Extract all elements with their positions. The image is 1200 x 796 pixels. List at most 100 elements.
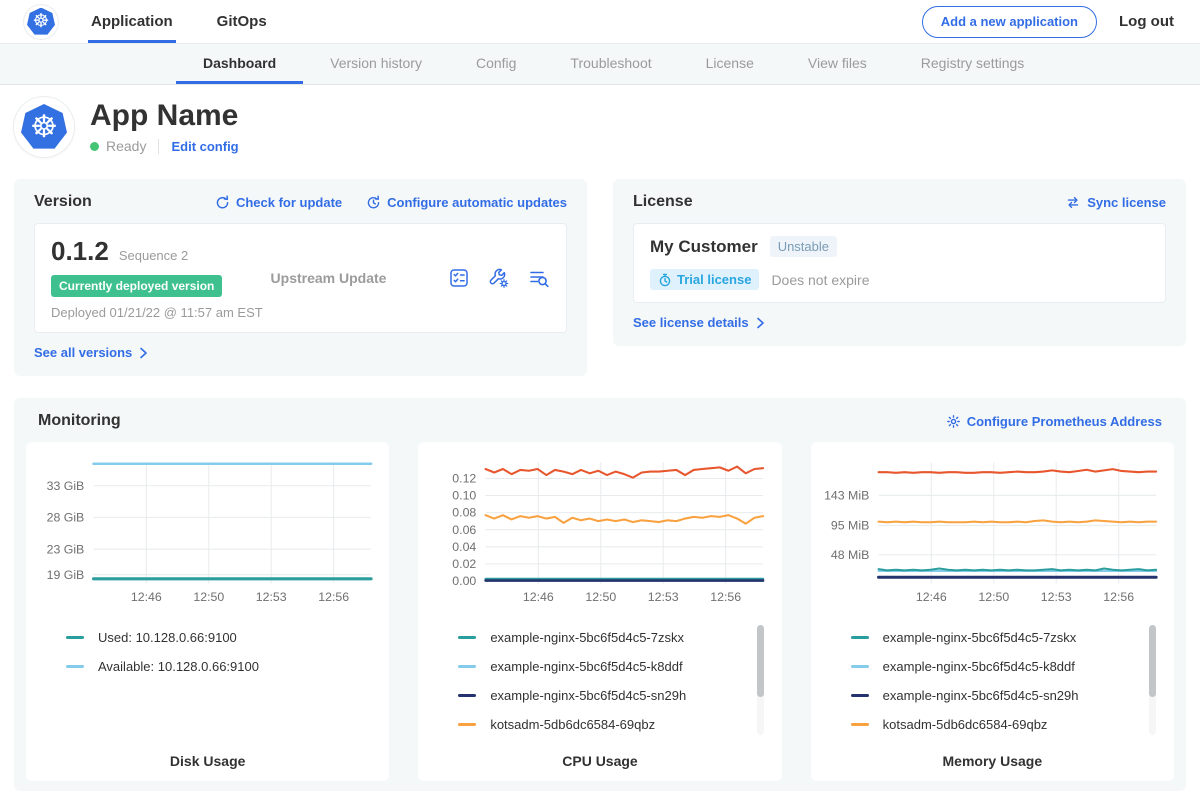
version-sequence: Sequence 2	[118, 248, 189, 263]
legend-swatch-icon	[850, 694, 869, 698]
configure-automatic-updates-link[interactable]: Configure automatic updates	[366, 195, 567, 210]
subnav-tab-dashboard[interactable]: Dashboard	[176, 44, 304, 84]
svg-text:33 GiB: 33 GiB	[47, 479, 85, 493]
legend-swatch-icon	[458, 636, 477, 640]
license-card-title: License	[633, 193, 693, 210]
legend-label: example-nginx-5bc6f5d4c5-k8ddf	[882, 659, 1075, 675]
svg-text:19 GiB: 19 GiB	[47, 568, 85, 582]
deployed-timestamp: Deployed 01/21/22 @ 11:57 am EST	[51, 305, 263, 320]
update-type-label: Upstream Update	[270, 270, 387, 286]
subnav-tab-license[interactable]: License	[705, 54, 754, 71]
top-nav: ☸ Application GitOps Add a new applicati…	[0, 0, 1200, 44]
version-card-title: Version	[34, 193, 92, 210]
app-subnav: Dashboard Version history Config Trouble…	[0, 44, 1200, 85]
license-details-card: My Customer Unstable Trial license Does …	[633, 223, 1166, 303]
see-all-versions-link[interactable]: See all versions	[34, 345, 148, 360]
legend-item: example-nginx-5bc6f5d4c5-sn29h	[458, 681, 771, 710]
edit-config-link[interactable]: Edit config	[171, 138, 239, 154]
charts-row: 12:46 12:50 12:53 12:56 33 GiB 28 GiB 23 GiB 19…	[26, 442, 1174, 782]
memory-usage-chart-card: 12:46 12:50 12:53 12:56 143 MiB 95 MiB 48 MiB …	[810, 442, 1174, 782]
deployed-badge: Currently deployed version	[51, 275, 223, 297]
sync-license-link[interactable]: Sync license	[1065, 195, 1166, 210]
channel-badge: Unstable	[769, 236, 837, 257]
legend-scrollbar-thumb[interactable]	[1148, 625, 1156, 698]
subnav-tab-config[interactable]: Config	[475, 54, 517, 71]
license-card: License Sync license My Customer Unstabl…	[613, 179, 1186, 346]
cpu-usage-legend: example-nginx-5bc6f5d4c5-7zskx example-ng…	[428, 623, 771, 741]
cards-row: Version Check for update Configure autom…	[0, 171, 1200, 376]
refresh-icon	[216, 194, 229, 208]
monitoring-title: Monitoring	[38, 412, 121, 429]
svg-text:0.06: 0.06	[453, 523, 477, 537]
memory-usage-legend: example-nginx-5bc6f5d4c5-7zskx example-ng…	[821, 623, 1164, 741]
legend-swatch-icon	[850, 723, 869, 727]
legend-item: example-nginx-5bc6f5d4c5-7zskx	[458, 623, 771, 652]
legend-item: example-nginx-5bc6f5d4c5-k8ddf	[458, 652, 771, 681]
svg-text:12:53: 12:53	[256, 590, 287, 604]
legend-swatch-icon	[458, 665, 477, 669]
preflight-checklist-icon[interactable]	[448, 267, 470, 289]
auto-update-clock-icon	[367, 195, 380, 208]
legend-swatch-icon	[458, 723, 477, 727]
legend-swatch-icon	[458, 694, 477, 698]
view-logs-icon[interactable]	[528, 267, 550, 289]
monitoring-panel: Monitoring Configure Prometheus Address …	[14, 398, 1186, 792]
chart-title: CPU Usage	[562, 753, 638, 770]
divider	[158, 138, 160, 154]
legend-item: example-nginx-5bc6f5d4c5-sn29h	[850, 681, 1164, 710]
tab-gitops[interactable]: GitOps	[216, 13, 267, 30]
svg-text:28 GiB: 28 GiB	[47, 511, 85, 525]
page-title: App Name	[90, 98, 239, 132]
svg-text:0.02: 0.02	[453, 557, 477, 571]
subnav-tab-registry-settings[interactable]: Registry settings	[920, 54, 1025, 71]
version-number: 0.1.2	[51, 236, 109, 266]
sync-icon	[1068, 196, 1079, 208]
gear-icon	[946, 414, 960, 428]
subnav-tab-view-files[interactable]: View files	[807, 54, 867, 71]
app-header: ☸ App Name Ready Edit config	[0, 85, 1200, 171]
status-dot	[90, 141, 99, 151]
svg-text:0.04: 0.04	[453, 540, 477, 554]
cpu-usage-chart-card: 12:46 12:50 12:53 12:56 0.12 0.10 0.08 0.06 0.04…	[418, 442, 782, 782]
cpu-usage-chart: 12:46 12:50 12:53 12:56 0.12 0.10 0.08 0.06 0.04…	[453, 462, 765, 604]
app-icon: ☸	[14, 97, 74, 157]
svg-text:12:56: 12:56	[1103, 590, 1134, 604]
legend-swatch-icon	[66, 636, 84, 640]
kubernetes-logo-icon: ☸	[24, 4, 58, 39]
tab-application[interactable]: Application	[88, 0, 176, 43]
legend-label: example-nginx-5bc6f5d4c5-sn29h	[490, 688, 687, 704]
current-version-card: 0.1.2 Sequence 2 Currently deployed vers…	[34, 223, 567, 333]
legend-label: example-nginx-5bc6f5d4c5-sn29h	[882, 688, 1079, 704]
subnav-tab-troubleshoot[interactable]: Troubleshoot	[570, 54, 652, 71]
legend-scrollbar[interactable]	[1148, 625, 1156, 736]
check-for-update-link[interactable]: Check for update	[215, 195, 342, 210]
legend-scrollbar[interactable]	[756, 625, 764, 736]
svg-text:23 GiB: 23 GiB	[47, 542, 85, 556]
chart-title: Disk Usage	[169, 753, 246, 770]
subnav-tab-version-history[interactable]: Version history	[330, 54, 422, 71]
legend-label: example-nginx-5bc6f5d4c5-k8ddf	[490, 659, 683, 675]
svg-text:12:46: 12:46	[131, 590, 162, 604]
legend-item: kotsadm-5db6dc6584-69qbz	[458, 710, 771, 739]
svg-text:12:50: 12:50	[586, 590, 617, 604]
svg-text:12:46: 12:46	[916, 590, 947, 604]
customer-name: My Customer	[650, 236, 758, 256]
add-application-button[interactable]: Add a new application	[921, 5, 1098, 38]
kubernetes-wheel-icon: ☸	[21, 104, 67, 149]
configure-prometheus-link[interactable]: Configure Prometheus Address	[946, 414, 1162, 429]
svg-text:48 MiB: 48 MiB	[831, 548, 869, 562]
legend-scrollbar-thumb[interactable]	[756, 625, 764, 698]
disk-usage-legend: Used: 10.128.0.66:9100 Available: 10.128.…	[36, 623, 379, 741]
svg-text:12:50: 12:50	[193, 590, 224, 604]
config-wrench-gear-icon[interactable]	[488, 267, 510, 289]
logout-button[interactable]: Log out	[1119, 13, 1174, 30]
svg-text:0.08: 0.08	[453, 506, 477, 520]
see-license-details-link[interactable]: See license details	[633, 315, 765, 330]
legend-item: Available: 10.128.0.66:9100	[66, 652, 379, 681]
legend-item: kotsadm-5db6dc6584-69qbz	[850, 710, 1164, 739]
stopwatch-icon	[659, 273, 671, 286]
svg-text:143 MiB: 143 MiB	[824, 488, 869, 502]
svg-text:0.00: 0.00	[453, 574, 477, 588]
svg-text:12:56: 12:56	[318, 590, 349, 604]
chevron-right-icon	[756, 317, 764, 328]
